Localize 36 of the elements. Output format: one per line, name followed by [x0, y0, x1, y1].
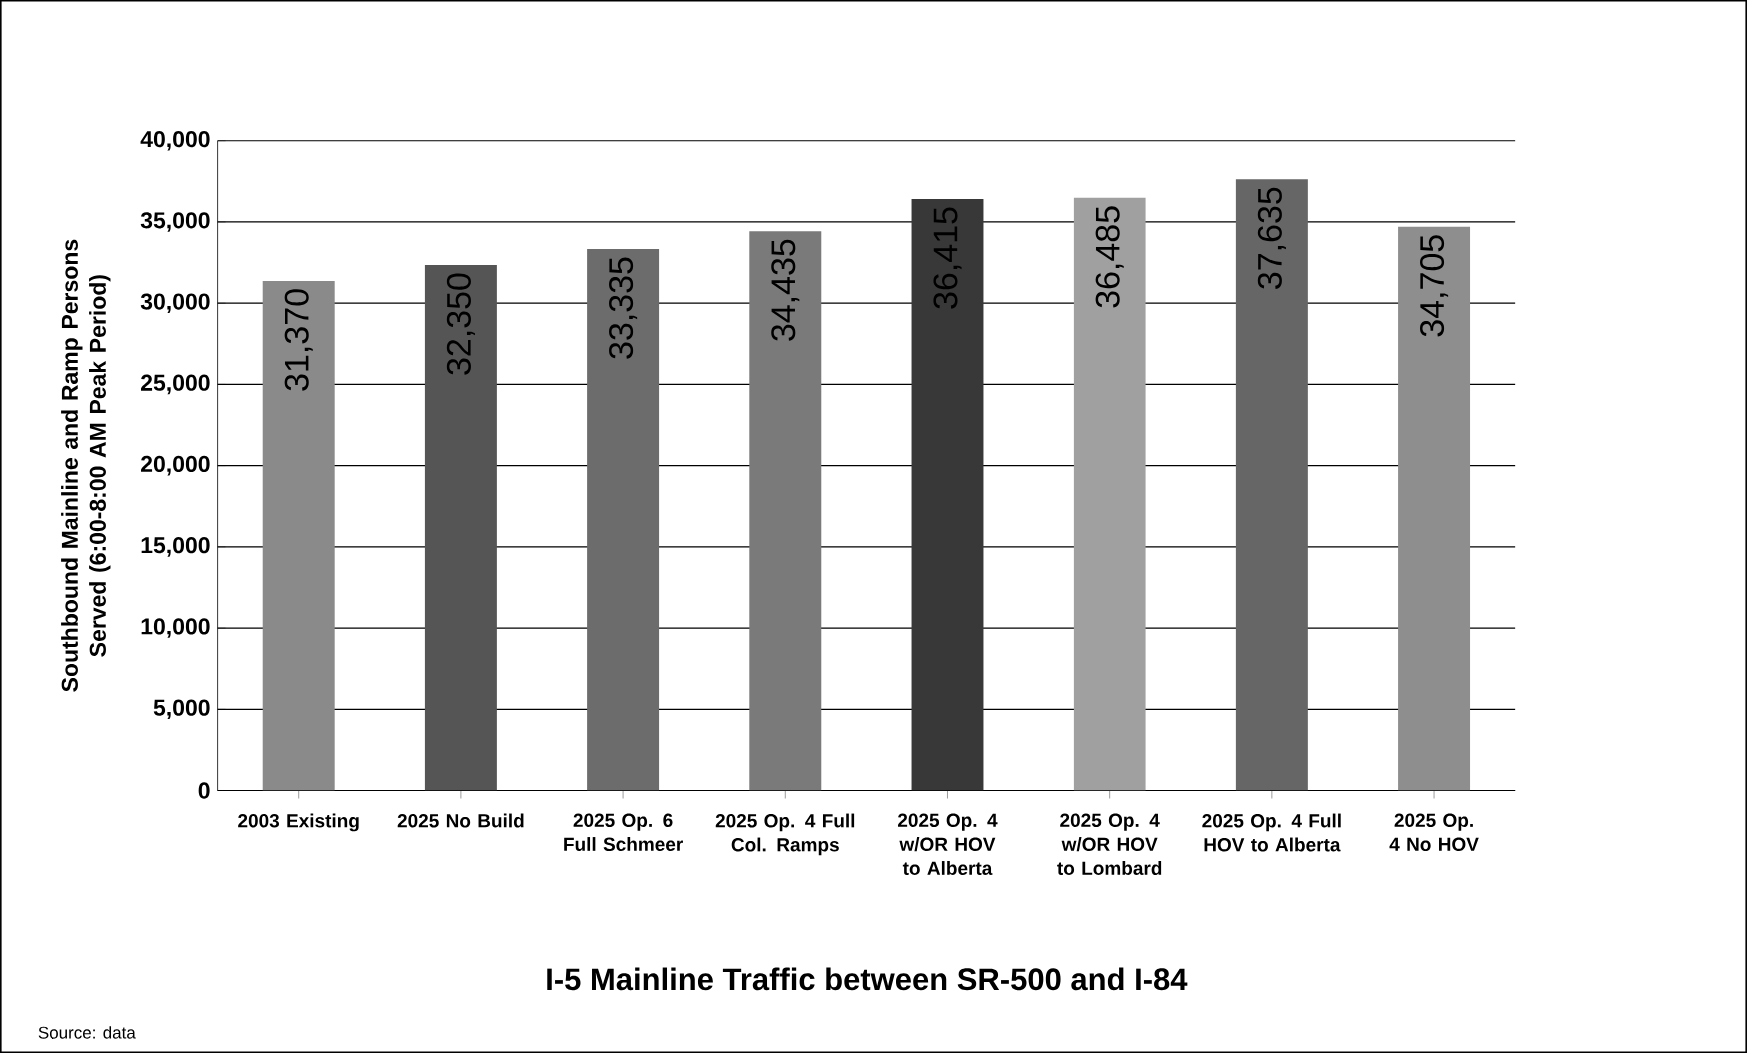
bar [262, 280, 335, 791]
data-label: 31,370 [284, 289, 313, 391]
y-tick-label: 5,000 [153, 699, 210, 719]
x-tick-label: 2025 Op. 6 Full Schmeer [564, 813, 683, 851]
data-label: 34,705 [1420, 235, 1449, 337]
y-tick-label: 20,000 [141, 455, 210, 476]
data-label: 37,635 [1257, 187, 1286, 289]
x-tick-label: 2025 Op. 4 Full HOV to Alberta [1202, 813, 1341, 852]
bar [911, 198, 984, 791]
y-axis-title: Southbound Mainline and Ramp Persons Served (6:00-8:00 AM Peak Period) [61, 239, 111, 692]
bar [1398, 226, 1471, 791]
bar [1235, 179, 1308, 791]
bar [424, 264, 497, 791]
y-tick-label: 25,000 [141, 374, 210, 395]
y-tick-label: 15,000 [141, 536, 210, 557]
x-tick-label: 2025 Op. 4 w/OR HOV to Alberta [897, 813, 998, 875]
bar [749, 231, 822, 791]
x-tick-label: 2025 Op. 4 w/OR HOV to Lombard [1057, 813, 1162, 875]
y-tick-label: 30,000 [140, 293, 210, 313]
data-label: 33,335 [609, 257, 638, 359]
data-label: 36,415 [933, 207, 962, 309]
y-tick-label: 0 [198, 782, 210, 799]
bar [587, 248, 660, 791]
x-tick-label: 2025 Op. 4 No HOV [1389, 813, 1479, 851]
text: I-5 Mainline Traffic between SR-500 and I-84 [547, 967, 1188, 991]
y-tick-label: 40,000 [140, 130, 210, 151]
data-label: 34,435 [771, 239, 800, 341]
data-label: 36,485 [1095, 206, 1124, 308]
data-label: 32,350 [446, 273, 475, 375]
y-tick-label: 10,000 [141, 618, 210, 638]
x-tick-label: 2003 Existing [238, 813, 359, 832]
source-note: Source: data [38, 1026, 136, 1039]
bar [1073, 197, 1146, 791]
x-tick-label: 2025 No Build [397, 813, 524, 828]
x-tick-label: 2025 Op. 4 Full Col. Ramps [715, 813, 855, 856]
y-tick-label: 35,000 [140, 212, 210, 232]
